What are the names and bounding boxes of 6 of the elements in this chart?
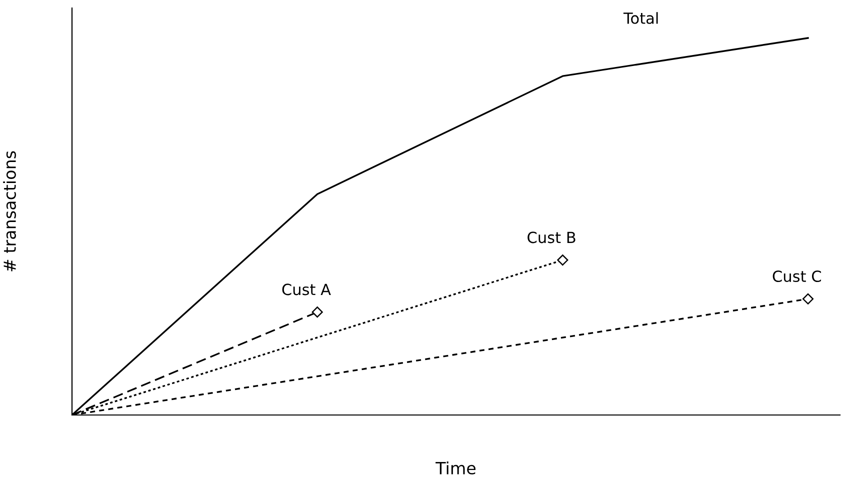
- y-axis-title: # transactions: [3, 151, 16, 272]
- text: Total: [623, 12, 658, 24]
- series-label: Cust B: [528, 232, 576, 244]
- x-axis-title: Time: [436, 462, 476, 474]
- series-label: Cust A: [282, 284, 331, 296]
- series-label: Cust C: [772, 270, 821, 282]
